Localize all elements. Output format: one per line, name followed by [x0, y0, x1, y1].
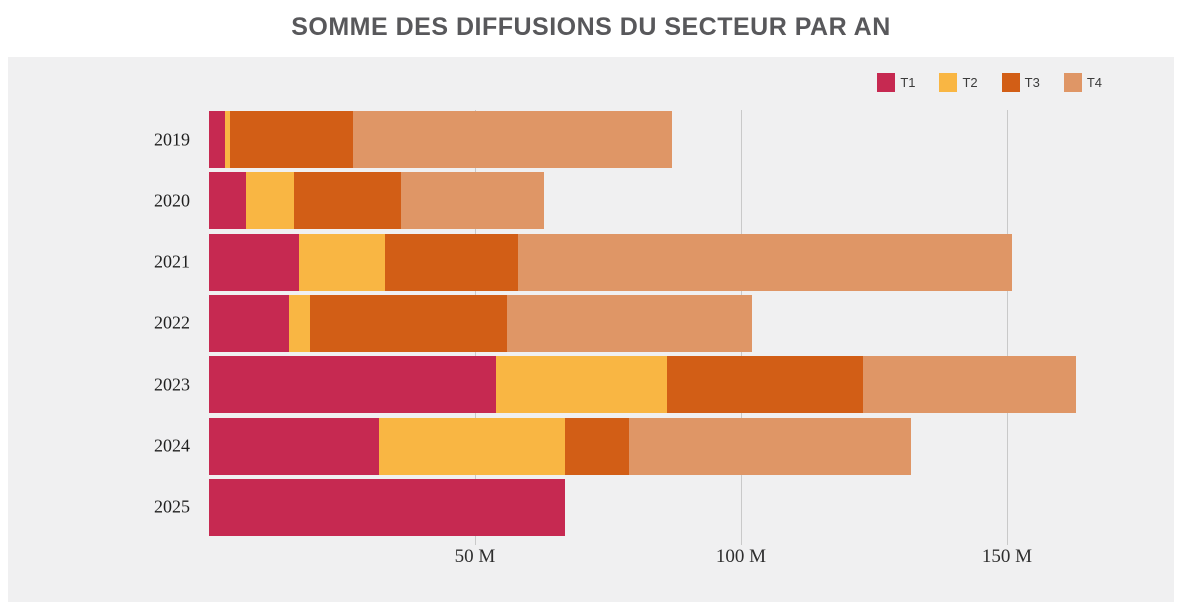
bar-segment-t1-2019[interactable]: [209, 111, 225, 168]
bar-segment-t2-2020[interactable]: [246, 172, 295, 230]
legend-label: T3: [1024, 75, 1040, 90]
y-axis-label: 2022: [154, 312, 190, 333]
bar-segment-t3-2022[interactable]: [310, 294, 507, 352]
legend-label: T1: [900, 75, 916, 90]
legend-label: T2: [962, 75, 978, 90]
y-axis-label: 2019: [154, 129, 190, 149]
bar-segment-t2-2024[interactable]: [379, 417, 566, 475]
bar-segment-t2-2019[interactable]: [224, 111, 231, 168]
legend-swatch: [1001, 73, 1020, 92]
x-tick-label: 150 M: [981, 546, 1033, 567]
legend-item-t3[interactable]: T3: [1001, 73, 1040, 92]
bar-segment-t2-2022[interactable]: [288, 294, 311, 352]
bar-segment-t3-2023[interactable]: [666, 356, 864, 414]
bar-segment-t4-2019[interactable]: [352, 111, 672, 168]
y-axis-label: 2025: [154, 496, 190, 517]
legend: T1 T2 T3 T4: [877, 73, 1102, 92]
bar-segment-t3-2020[interactable]: [294, 172, 401, 230]
x-tick-label: 100 M: [715, 546, 767, 567]
bar-segment-t3-2021[interactable]: [384, 233, 518, 291]
legend-item-t1[interactable]: T1: [877, 73, 915, 92]
legend-item-t4[interactable]: T4: [1063, 73, 1102, 92]
bar-segment-t1-2023[interactable]: [209, 356, 497, 414]
x-tick-label: 50 M: [454, 546, 496, 567]
bar-row-2024: 2024: [8, 417, 1174, 475]
bar-segment-t1-2020[interactable]: [209, 172, 247, 230]
y-axis-label: 2024: [154, 435, 190, 456]
legend-swatch: [877, 73, 896, 92]
bar-row-2020: 2020: [8, 172, 1174, 230]
x-gridline: [1007, 110, 1008, 545]
bar-row-2021: 2021: [8, 233, 1174, 291]
bar-segment-t1-2022[interactable]: [209, 294, 289, 352]
bar-segment-t4-2022[interactable]: [506, 294, 752, 352]
bar-segment-t2-2023[interactable]: [496, 356, 667, 414]
bar-segment-t4-2021[interactable]: [517, 233, 1013, 291]
y-axis-label: 2023: [154, 374, 190, 395]
legend-label: T4: [1086, 75, 1102, 90]
bar-segment-t4-2023[interactable]: [863, 356, 1077, 414]
y-axis-label: 2021: [154, 251, 190, 272]
y-axis-label: 2020: [154, 190, 190, 211]
legend-swatch: [1063, 73, 1082, 92]
bar-segment-t4-2020[interactable]: [400, 172, 545, 230]
chart-title: SOMME DES DIFFUSIONS DU SECTEUR PAR AN: [291, 13, 891, 41]
bar-segment-t3-2024[interactable]: [565, 417, 630, 475]
legend-swatch: [939, 73, 958, 92]
bar-segment-t2-2021[interactable]: [299, 233, 385, 291]
chart-panel: T1 T2 T3 T4 50 M 100 M 150 M 2019 2020 2021 20…: [8, 57, 1174, 602]
bar-segment-t1-2025[interactable]: [209, 478, 566, 536]
bar-segment-t1-2021[interactable]: [209, 233, 300, 291]
bar-row-2025: 2025: [8, 478, 1174, 536]
bar-row-2022: 2022: [8, 294, 1174, 352]
bar-row-2019: 2019: [8, 111, 1174, 168]
bar-segment-t4-2024[interactable]: [629, 417, 912, 475]
bar-segment-t3-2019[interactable]: [230, 111, 353, 168]
bar-segment-t1-2024[interactable]: [209, 417, 380, 475]
bar-row-2023: 2023: [8, 356, 1174, 414]
legend-item-t2[interactable]: T2: [939, 73, 978, 92]
